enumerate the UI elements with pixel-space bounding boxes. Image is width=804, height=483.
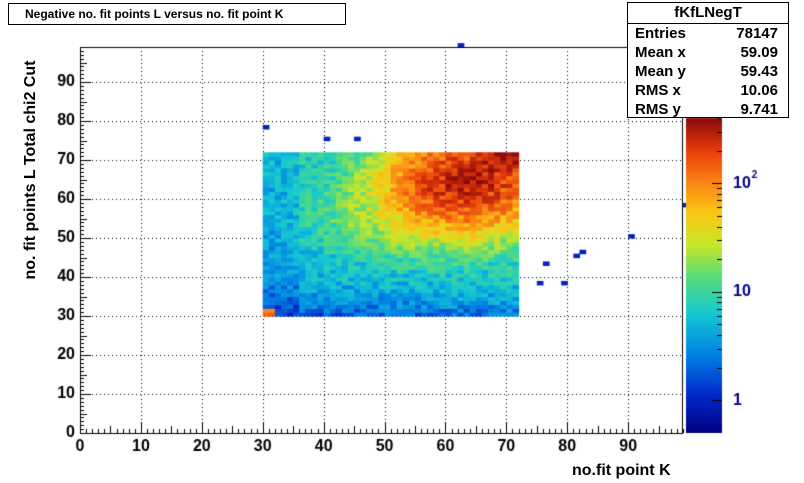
stats-value: 59.09 <box>740 44 778 61</box>
stats-row-rms-y: RMS y 9.741 <box>628 100 788 119</box>
stats-value: 78147 <box>736 25 778 42</box>
stats-row-rms-x: RMS x 10.06 <box>628 81 788 100</box>
stats-row-mean-y: Mean y 59.43 <box>628 62 788 81</box>
stats-value: 10.06 <box>740 82 778 99</box>
stats-name: fKfLNegT <box>628 3 788 24</box>
stats-label: Mean x <box>635 44 686 61</box>
stats-row-entries: Entries 78147 <box>628 24 788 43</box>
stats-label: Entries <box>635 25 686 42</box>
stats-row-mean-x: Mean x 59.09 <box>628 43 788 62</box>
chart-title: Negative no. fit points L versus no. fit… <box>8 3 346 25</box>
stats-value: 9.741 <box>740 101 778 118</box>
y-axis-title: no. fit points L Total chi2 Cut <box>22 60 39 280</box>
stats-label: Mean y <box>635 63 686 80</box>
stats-label: RMS y <box>635 101 681 118</box>
stats-label: RMS x <box>635 82 681 99</box>
stats-value: 59.43 <box>740 63 778 80</box>
stats-box: fKfLNegT Entries 78147 Mean x 59.09 Mean… <box>627 2 789 118</box>
x-axis-title: no.fit point K <box>572 462 671 479</box>
